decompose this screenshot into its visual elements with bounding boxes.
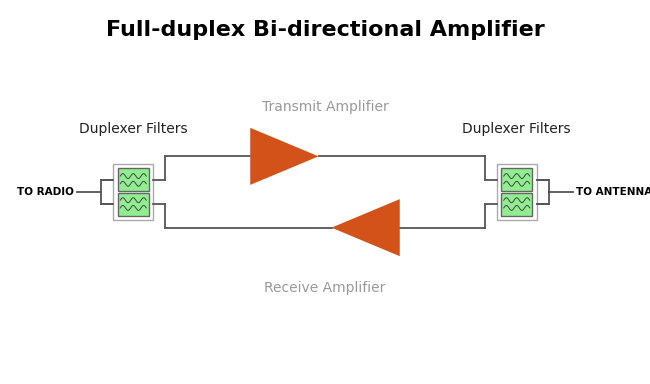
Bar [497, 164, 537, 220]
Text: Duplexer Filters: Duplexer Filters [462, 122, 571, 136]
Bar [118, 168, 149, 191]
Text: Receive Amplifier: Receive Amplifier [265, 281, 385, 295]
Bar [118, 193, 149, 216]
Bar [113, 164, 153, 220]
Text: TO RADIO: TO RADIO [17, 187, 74, 197]
Bar [501, 193, 532, 216]
Polygon shape [250, 128, 318, 185]
Polygon shape [332, 199, 400, 256]
Text: Duplexer Filters: Duplexer Filters [79, 122, 188, 136]
Text: Transmit Amplifier: Transmit Amplifier [261, 100, 389, 114]
Text: TO ANTENNA: TO ANTENNA [576, 187, 650, 197]
Bar [501, 168, 532, 191]
Text: Full-duplex Bi-directional Amplifier: Full-duplex Bi-directional Amplifier [105, 20, 545, 40]
